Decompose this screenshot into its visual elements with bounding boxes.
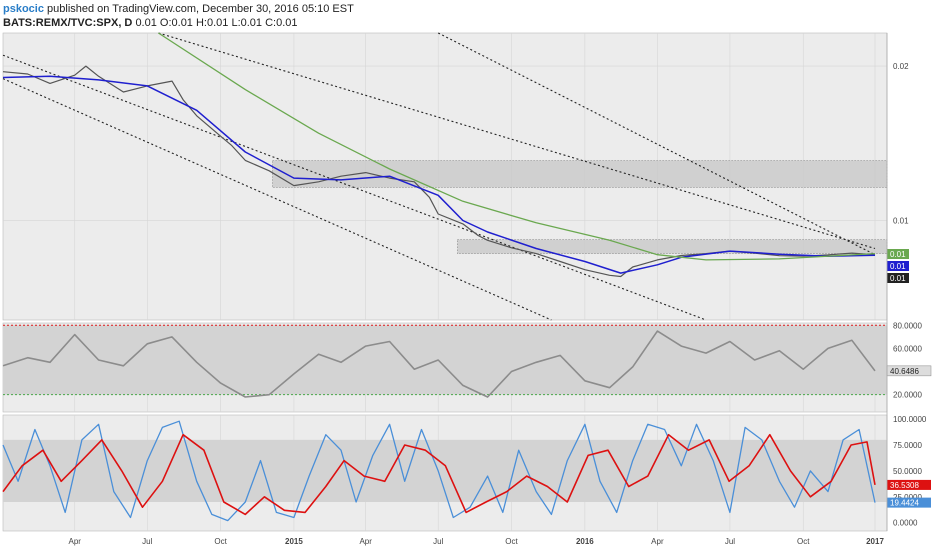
interval-label: , D: [118, 17, 133, 29]
last-value-badge-label: 0.01: [890, 262, 906, 271]
moving-average-slow-line: [158, 32, 876, 261]
y-tick-label: 0.02: [893, 62, 909, 71]
symbol-label[interactable]: BATS:REMX/TVC:SPX: [3, 17, 119, 29]
resistance-zone: [457, 239, 888, 254]
rsi-y-tick-label: 20.0000: [893, 391, 922, 400]
last-value-badge-label: 0.01: [890, 250, 906, 259]
stochastic-k-line: [2, 420, 876, 522]
stochastic-d-line: [2, 433, 876, 516]
stochastic-d-badge-label: 36.5308: [890, 481, 919, 490]
x-tick-label: Oct: [214, 537, 227, 546]
y-tick-label: 0.01: [893, 217, 909, 226]
x-tick-label: 2017: [866, 537, 884, 546]
trend-line: [2, 78, 552, 321]
stochastic-k-badge-label: 19.4424: [890, 499, 919, 508]
rsi-y-tick-label: 80.0000: [893, 321, 922, 330]
stochastic-k-badge: [887, 497, 931, 508]
stochastic-y-tick-label: 100.0000: [893, 415, 927, 424]
rsi-band: [3, 325, 887, 395]
x-tick-label: Apr: [359, 537, 372, 546]
trend-line: [437, 32, 876, 256]
published-text: published on TradingView.com, December 3…: [47, 3, 354, 15]
x-tick-label: 2016: [576, 537, 594, 546]
rsi-y-tick-label: 60.0000: [893, 344, 922, 353]
stochastic-y-tick-label: 0.0000: [893, 519, 918, 528]
last-value-badge: [887, 273, 909, 283]
x-tick-label: Oct: [505, 537, 518, 546]
rsi-line: [2, 330, 876, 398]
trend-line: [158, 32, 876, 250]
last-value-badge: [887, 261, 909, 271]
x-tick-label: Apr: [69, 537, 82, 546]
last-value-badge-label: 0.01: [890, 274, 906, 283]
moving-average-fast-line: [2, 75, 876, 274]
x-tick-label: Apr: [651, 537, 664, 546]
x-tick-label: Jul: [725, 537, 735, 546]
resistance-zone: [272, 160, 888, 188]
x-tick-label: Oct: [797, 537, 810, 546]
chart-header: pskocic published on TradingView.com, De…: [3, 2, 354, 30]
last-value-badge: [887, 249, 909, 259]
stochastic-y-tick-label: 25.0000: [893, 493, 922, 502]
stochastic-y-tick-label: 50.0000: [893, 467, 922, 476]
x-tick-label: Jul: [142, 537, 152, 546]
stochastic-y-tick-label: 75.0000: [893, 441, 922, 450]
ohlc-readout: 0.01 O:0.01 H:0.01 L:0.01 C:0.01: [135, 17, 298, 29]
x-tick-label: 2015: [285, 537, 303, 546]
rsi-last-badge-label: 40.6486: [890, 367, 919, 376]
x-tick-label: Jul: [433, 537, 443, 546]
stochastic-d-badge: [887, 479, 931, 490]
author-name[interactable]: pskocic: [3, 3, 44, 15]
trend-line: [2, 54, 707, 321]
